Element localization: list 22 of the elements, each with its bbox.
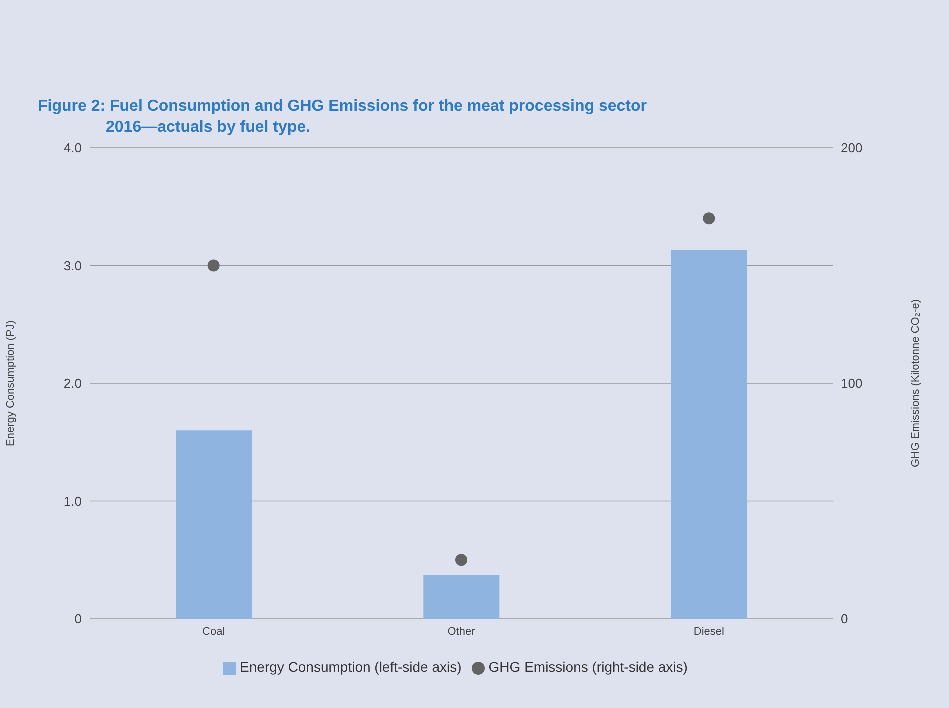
x-tick-label: Other <box>448 626 476 638</box>
y-tick-label: 2.0 <box>64 376 82 392</box>
y2-axis-title: GHG Emissions (Kilotonne CO₂-e) <box>910 299 922 468</box>
chart-title: Figure 2: Fuel Consumption and GHG Emissions for the meat processing sector 2016—actuals by fuel type. <box>38 97 648 138</box>
y2-tick-label: 200 <box>841 140 863 156</box>
y2-tick-label: 0 <box>841 612 848 627</box>
y-axis-title: Energy Consumption (PJ) <box>4 320 17 446</box>
x-tick-label: Diesel <box>694 626 724 638</box>
point <box>703 212 716 225</box>
point <box>208 260 220 272</box>
bar <box>671 250 748 619</box>
point <box>456 554 468 566</box>
y-tick-label: 3.0 <box>64 258 82 274</box>
y2-tick-label: 100 <box>841 376 863 392</box>
x-tick-label: Coal <box>202 626 226 638</box>
legend-label: GHG Emissions (right-side axis) <box>488 659 688 675</box>
bar <box>176 430 252 619</box>
y-tick-label: 0 <box>74 612 82 627</box>
y-tick-label: 1.0 <box>64 494 82 509</box>
y-tick-label: 4.0 <box>64 140 82 156</box>
bar <box>424 575 500 619</box>
legend-label: Energy Consumption (left-side axis) <box>240 659 462 675</box>
